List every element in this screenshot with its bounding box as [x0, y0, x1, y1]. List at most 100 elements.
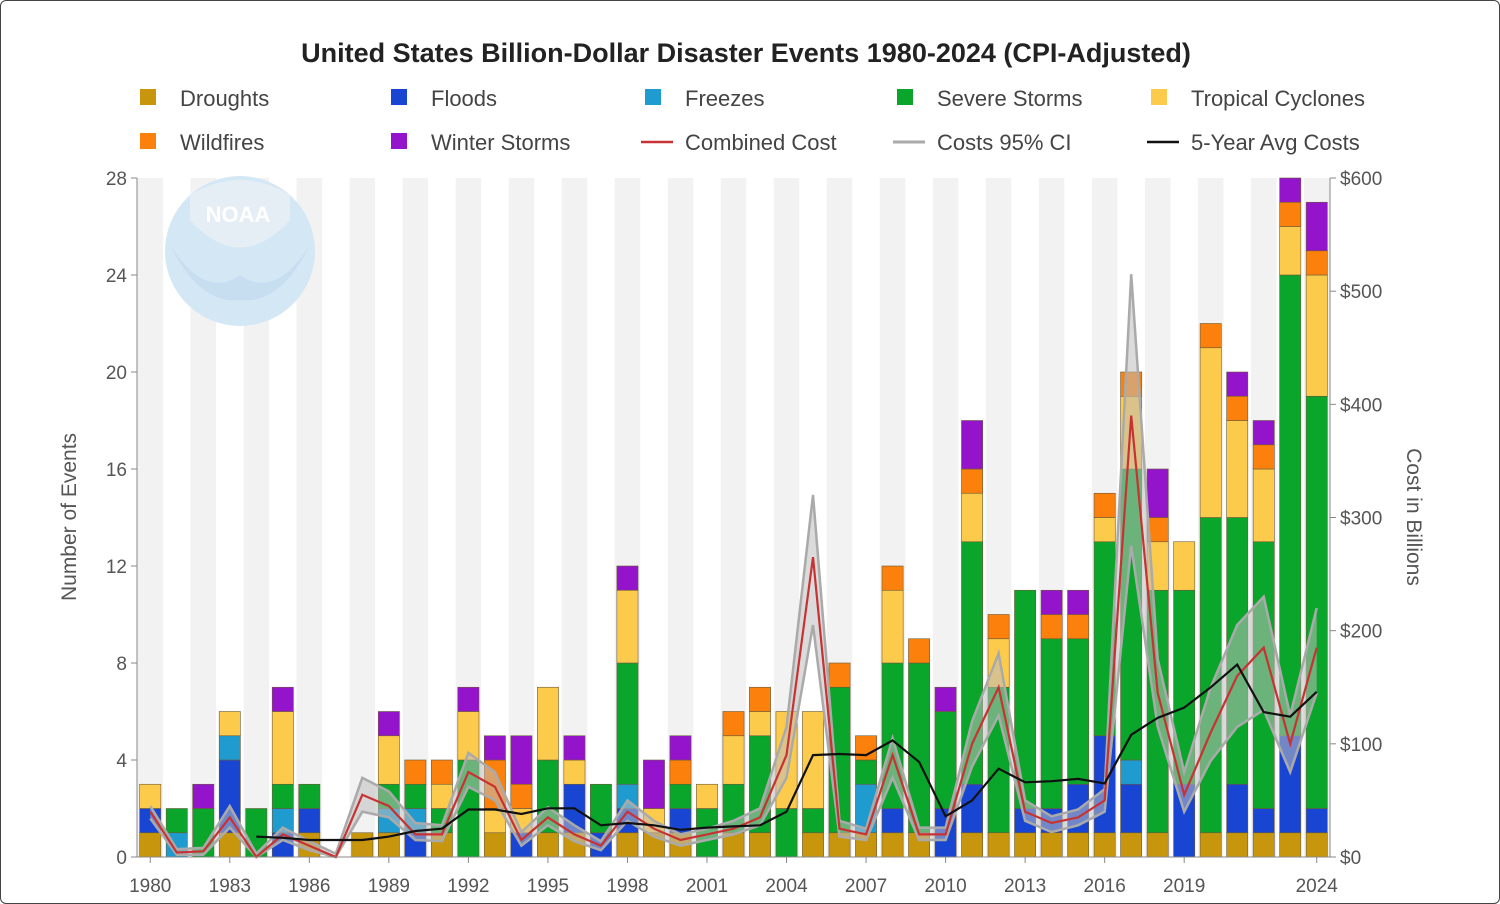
plot-stripe	[428, 178, 456, 857]
bar-winter-storms-1992	[457, 686, 480, 712]
bar-floods-2022	[1252, 808, 1275, 834]
bar-winter-storms-1985	[271, 686, 294, 712]
bar-winter-storms-1993	[483, 735, 506, 761]
bar-winter-storms-2024	[1305, 201, 1328, 252]
bar-tropical-cyclones-2019	[1173, 541, 1196, 591]
bar-wildfires-1991	[430, 759, 453, 785]
x-tick-label: 1989	[368, 876, 410, 897]
bar-wildfires-1994	[510, 783, 533, 809]
bar-tropical-cyclones-2021	[1226, 420, 1249, 518]
ci-upper-line	[149, 274, 1318, 856]
bar-droughts-2005	[802, 832, 824, 858]
legend-swatch	[1151, 89, 1167, 105]
bar-winter-storms-1999	[643, 759, 665, 809]
x-tick-label: 1992	[447, 876, 489, 897]
bar-wildfires-2000	[669, 759, 692, 785]
legend-label: Tropical Cyclones	[1191, 86, 1365, 111]
y2-tick-label: $300	[1340, 509, 1382, 530]
bar-droughts-2008	[881, 832, 904, 858]
bar-winter-storms-1982	[192, 783, 215, 809]
legend-item-combined-cost: Combined Cost	[641, 130, 837, 155]
x-tick-label: 1980	[129, 876, 171, 897]
bar-tropical-cyclones-2016	[1093, 517, 1116, 543]
plot-stripe	[322, 178, 350, 857]
plot-stripe	[640, 178, 668, 857]
bar-wildfires-2022	[1252, 444, 1275, 470]
y-tick-label: 20	[106, 363, 127, 384]
legend-item-5-year-avg-costs: 5-Year Avg Costs	[1147, 130, 1360, 155]
bar-freezes-2017	[1120, 759, 1143, 785]
legend-item-floods: Floods	[391, 86, 497, 111]
bar-wildfires-2015	[1067, 614, 1090, 640]
bar-wildfires-2012	[987, 614, 1010, 640]
bar-tropical-cyclones-1989	[377, 735, 400, 785]
legend: Droughts Floods Freezes Severe Storms Tropic…	[140, 86, 1365, 155]
bar-tropical-cyclones-2002	[722, 735, 745, 785]
x-tick-label: 2010	[924, 876, 966, 897]
noaa-logo-text: NOAA	[206, 202, 271, 227]
legend-item-droughts: Droughts	[140, 86, 269, 111]
bar-winter-storms-2014	[1040, 589, 1063, 615]
x-tick-label: 2024	[1296, 876, 1339, 897]
ci-lower-line	[149, 545, 1318, 859]
bar-droughts-1993	[483, 832, 506, 858]
legend-swatch	[391, 89, 407, 105]
bar-winter-storms-1989	[377, 711, 400, 737]
legend-swatch	[140, 133, 156, 149]
y-tick-label: 16	[106, 460, 127, 481]
bar-winter-storms-2000	[669, 735, 692, 761]
bar-severe-storms-2000	[669, 783, 692, 809]
y-tick-label: 4	[116, 751, 127, 772]
x-tick-label: 2001	[686, 876, 728, 897]
bar-wildfires-2024	[1305, 250, 1328, 276]
bar-tropical-cyclones-1998	[616, 589, 639, 664]
bar-winter-storms-2023	[1279, 177, 1302, 203]
legend-item-costs-95-ci: Costs 95% CI	[893, 130, 1072, 155]
y-axis-label: Number of Events	[58, 433, 81, 601]
y2-tick-label: $600	[1340, 169, 1382, 190]
bar-freezes-1983	[218, 735, 241, 761]
x-tick-label: 2013	[1004, 876, 1046, 897]
bar-droughts-2024	[1305, 832, 1328, 858]
bar-wildfires-2009	[908, 638, 930, 664]
y-tick-label: 0	[116, 848, 127, 869]
legend-label: Freezes	[685, 86, 764, 111]
bar-tropical-cyclones-1996	[563, 759, 586, 785]
legend-item-wildfires: Wildfires	[140, 130, 264, 155]
plot-stripe	[693, 178, 721, 857]
bar-droughts-2022	[1252, 832, 1275, 858]
bar-wildfires-2011	[961, 468, 984, 494]
bar-wildfires-2003	[749, 686, 771, 712]
bar-tropical-cyclones-1995	[537, 686, 559, 761]
bar-droughts-2016	[1093, 832, 1116, 858]
bar-severe-storms-2007	[855, 759, 877, 785]
y2-tick-label: $200	[1340, 622, 1382, 643]
bar-floods-2008	[881, 808, 904, 834]
bar-tropical-cyclones-2003	[749, 711, 771, 737]
bar-wildfires-2021	[1226, 395, 1249, 421]
plot-stripe	[587, 178, 615, 857]
bar-tropical-cyclones-2011	[961, 492, 984, 543]
bar-droughts-1980	[139, 832, 162, 858]
bar-tropical-cyclones-2005	[802, 711, 824, 809]
legend-item-severe-storms: Severe Storms	[897, 86, 1083, 111]
bar-droughts-2003	[749, 832, 771, 858]
bar-severe-storms-2014	[1040, 638, 1063, 809]
bar-droughts-2014	[1040, 832, 1063, 858]
legend-swatch	[391, 133, 407, 149]
bar-droughts-2023	[1279, 832, 1302, 858]
bar-severe-storms-1981	[165, 808, 188, 834]
bar-severe-storms-2005	[802, 808, 824, 834]
bar-droughts-2011	[961, 832, 984, 858]
x-tick-label: 2016	[1084, 876, 1126, 897]
y2-tick-label: $500	[1340, 282, 1382, 303]
y2-tick-label: $0	[1340, 848, 1361, 869]
x-tick-label: 2007	[845, 876, 887, 897]
legend-label: Combined Cost	[685, 130, 837, 155]
legend-label: Severe Storms	[937, 86, 1083, 111]
legend-swatch	[645, 89, 661, 105]
bar-severe-storms-2015	[1067, 638, 1090, 785]
bar-droughts-2012	[987, 832, 1010, 858]
bar-wildfires-2007	[855, 735, 877, 761]
